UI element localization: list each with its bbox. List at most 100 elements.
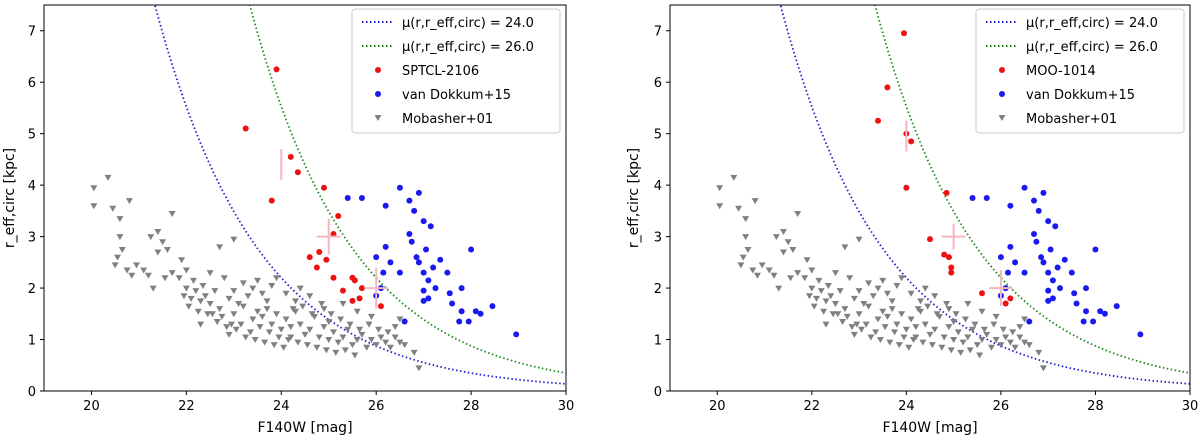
data-point-mobasher bbox=[950, 337, 958, 344]
data-point-mobasher bbox=[716, 203, 724, 210]
data-point-mobasher bbox=[292, 298, 300, 305]
data-point-vandokkum bbox=[1026, 318, 1033, 325]
data-point-mobasher bbox=[244, 293, 252, 300]
data-point-vandokkum bbox=[1052, 223, 1059, 230]
data-point-mobasher bbox=[365, 321, 373, 328]
data-point-mobasher bbox=[848, 324, 856, 331]
data-point-mobasher bbox=[867, 334, 875, 341]
data-point-mobasher bbox=[888, 298, 896, 305]
data-point-cluster bbox=[377, 303, 384, 310]
data-point-mobasher bbox=[375, 326, 383, 333]
data-point-mobasher bbox=[154, 249, 162, 256]
data-point-mobasher bbox=[921, 321, 929, 328]
data-point-mobasher bbox=[182, 285, 190, 292]
data-point-mobasher bbox=[758, 262, 766, 269]
data-point-mobasher bbox=[860, 301, 868, 308]
data-point-mobasher bbox=[410, 349, 418, 356]
data-point-mobasher bbox=[111, 262, 119, 269]
data-point-mobasher bbox=[964, 334, 972, 341]
data-point-mobasher bbox=[1035, 349, 1043, 356]
data-point-mobasher bbox=[827, 293, 835, 300]
data-point-mobasher bbox=[839, 319, 847, 326]
data-point-mobasher bbox=[258, 313, 266, 320]
data-point-vandokkum bbox=[382, 243, 389, 250]
data-point-mobasher bbox=[992, 337, 1000, 344]
data-point-mobasher bbox=[239, 303, 247, 310]
data-point-mobasher bbox=[246, 329, 254, 336]
data-point-mobasher bbox=[123, 267, 131, 274]
data-point-mobasher bbox=[924, 303, 932, 310]
legend-box-left bbox=[351, 8, 561, 134]
data-point-mobasher bbox=[287, 324, 295, 331]
data-point-vandokkum bbox=[373, 254, 380, 261]
legend-label-mu24: μ(r,r_eff,circ) = 24.0 bbox=[402, 16, 534, 31]
data-point-cluster bbox=[335, 213, 342, 220]
data-point-mobasher bbox=[794, 270, 802, 277]
chart-panel-left: 20 22 24 26 28 30 0 1 2 3 4 5 6 7 F140W [mag] r_eff,c… bbox=[2, 4, 575, 436]
data-point-mobasher bbox=[280, 344, 288, 351]
data-point-vandokkum bbox=[458, 285, 465, 292]
x-tick-label: 30 bbox=[558, 399, 575, 414]
data-point-mobasher bbox=[396, 316, 404, 323]
data-point-mobasher bbox=[356, 326, 364, 333]
data-point-mobasher bbox=[813, 295, 821, 302]
data-point-mobasher bbox=[242, 334, 250, 341]
data-point-cluster bbox=[339, 287, 346, 294]
data-point-vandokkum bbox=[997, 254, 1004, 261]
data-point-vandokkum bbox=[1040, 259, 1047, 266]
data-point-vandokkum bbox=[1021, 269, 1028, 276]
data-point-mobasher bbox=[230, 288, 238, 295]
data-point-vandokkum bbox=[1080, 318, 1087, 325]
data-point-mobasher bbox=[938, 344, 946, 351]
data-point-mobasher bbox=[961, 316, 969, 323]
data-point-mobasher bbox=[223, 324, 231, 331]
data-point-mobasher bbox=[829, 311, 837, 318]
data-point-mobasher bbox=[881, 324, 889, 331]
data-point-mobasher bbox=[874, 285, 882, 292]
data-point-mobasher bbox=[928, 342, 936, 349]
data-point-vandokkum bbox=[1031, 197, 1037, 204]
data-point-mobasher bbox=[841, 306, 849, 313]
axes-frame-left bbox=[43, 4, 567, 392]
data-point-vandokkum bbox=[1137, 331, 1144, 338]
data-point-mobasher bbox=[386, 344, 394, 351]
plot-area-right bbox=[716, 5, 1190, 385]
data-point-mobasher bbox=[950, 319, 958, 326]
data-point-mobasher bbox=[235, 301, 243, 308]
legend-label-vandokkum: van Dokkum+15 bbox=[402, 88, 511, 103]
legend-marker-vandokkum bbox=[375, 91, 381, 97]
data-point-vandokkum bbox=[1005, 269, 1011, 276]
y-tick-label: 3 bbox=[654, 231, 662, 246]
data-point-vandokkum bbox=[423, 246, 430, 253]
data-point-mobasher bbox=[872, 329, 880, 336]
data-point-mobasher bbox=[898, 275, 906, 282]
data-point-mobasher bbox=[358, 331, 366, 338]
data-point-mobasher bbox=[1021, 316, 1029, 323]
y-tick-label: 0 bbox=[654, 385, 662, 400]
data-point-mobasher bbox=[907, 290, 915, 297]
data-point-mobasher bbox=[850, 331, 858, 338]
data-point-mobasher bbox=[879, 277, 887, 284]
data-point-mobasher bbox=[959, 339, 967, 346]
legend-label-mu26: μ(r,r_eff,circ) = 26.0 bbox=[402, 40, 534, 55]
data-point-cluster bbox=[330, 274, 337, 281]
data-point-cluster bbox=[313, 264, 320, 271]
x-tick-label: 26 bbox=[993, 399, 1010, 414]
data-point-mobasher bbox=[289, 306, 297, 313]
data-point-mobasher bbox=[893, 321, 901, 328]
data-point-vandokkum bbox=[969, 195, 976, 201]
data-point-cluster bbox=[242, 125, 249, 132]
y-tick-label: 2 bbox=[28, 282, 36, 297]
data-point-cluster bbox=[306, 254, 313, 261]
data-point-cluster bbox=[287, 153, 294, 160]
data-point-mobasher bbox=[341, 347, 349, 354]
data-point-vandokkum bbox=[420, 297, 427, 304]
data-point-mobasher bbox=[125, 198, 133, 205]
data-point-mobasher bbox=[318, 301, 326, 308]
data-point-mobasher bbox=[216, 244, 224, 251]
data-point-vandokkum bbox=[396, 269, 403, 276]
data-point-vandokkum bbox=[1073, 300, 1080, 307]
data-point-vandokkum bbox=[1049, 277, 1056, 284]
legend-label-mu24: μ(r,r_eff,circ) = 24.0 bbox=[1026, 16, 1158, 31]
data-point-mobasher bbox=[794, 210, 802, 217]
